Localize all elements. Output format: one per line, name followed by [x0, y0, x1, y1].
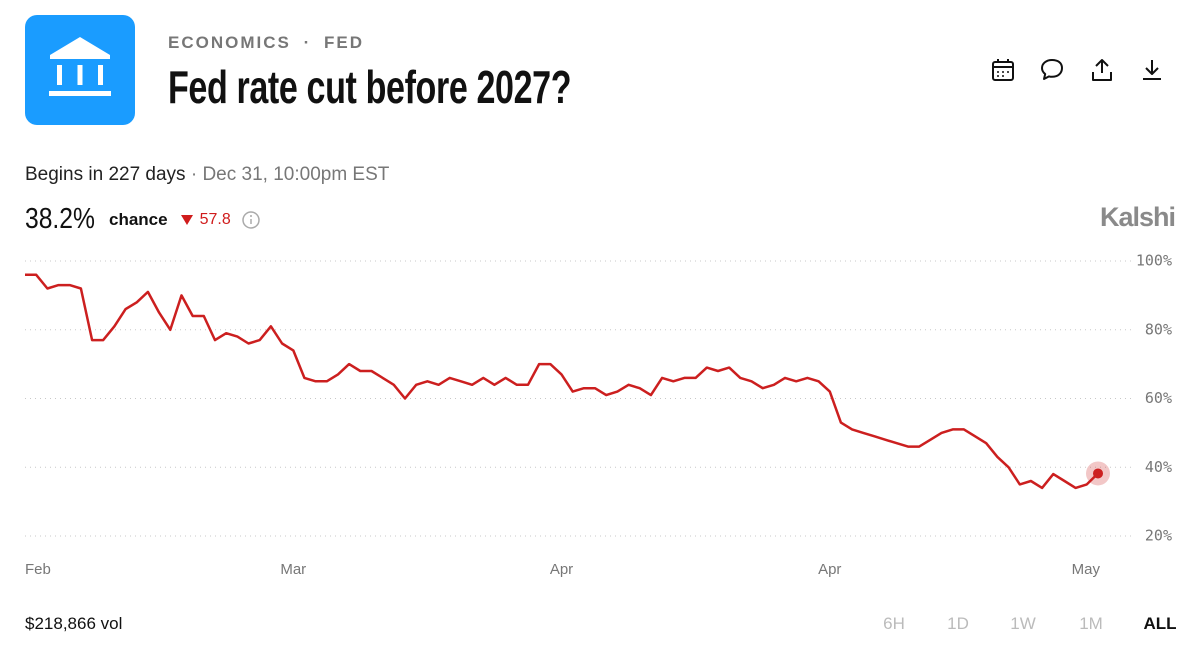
begins-text: Begins in 227 days: [25, 164, 186, 185]
range-button[interactable]: 6H: [883, 614, 905, 633]
range-button[interactable]: 1M: [1079, 614, 1103, 633]
comment-button[interactable]: [1040, 58, 1064, 82]
chart: 20% 40% 60% 80% 100% Feb Mar Apr Apr May: [25, 252, 1172, 578]
y-tick-label: 60%: [1145, 389, 1172, 407]
market-icon: [25, 15, 135, 125]
breadcrumb-item[interactable]: FED: [323, 33, 364, 52]
brand-logo: Kalshi: [1099, 202, 1176, 232]
price-row: 38.2% chance 57.8: [25, 203, 261, 236]
breadcrumb-item[interactable]: ECONOMICS: [168, 33, 291, 52]
current-point: [1093, 468, 1103, 479]
down-arrow: [180, 214, 193, 225]
x-tick-label: May: [1072, 561, 1101, 578]
calendar-button[interactable]: [991, 58, 1015, 82]
x-tick-label: Mar: [280, 561, 306, 578]
y-tick-label: 20%: [1145, 527, 1172, 545]
share-button[interactable]: [1090, 58, 1114, 82]
y-tick-label: 100%: [1136, 252, 1172, 270]
chance-value: 38.2%: [25, 203, 95, 235]
volume: $218,866 vol: [25, 614, 123, 633]
info-icon[interactable]: [241, 210, 261, 230]
chance-label: chance: [109, 209, 168, 229]
bank-glyph: [49, 37, 111, 96]
range-button[interactable]: 1W: [1010, 614, 1036, 633]
date-text: Dec 31, 10:00pm EST: [202, 164, 390, 185]
range-button[interactable]: ALL: [1143, 614, 1177, 633]
change-value: 57.8: [199, 210, 231, 228]
title: Fed rate cut before 2027?: [168, 61, 572, 113]
x-tick-label: Apr: [550, 561, 573, 578]
download-button[interactable]: [1140, 58, 1164, 82]
status-line: Begins in 227 days · Dec 31, 10:00pm EST: [25, 164, 389, 186]
y-tick-label: 40%: [1145, 458, 1172, 476]
price-line: [25, 273, 1099, 490]
x-tick-label: Apr: [818, 561, 841, 578]
range-button[interactable]: 1D: [947, 614, 969, 633]
x-tick-label: Feb: [25, 561, 51, 578]
separator: ·: [303, 33, 312, 52]
y-tick-label: 80%: [1145, 320, 1172, 338]
separator: ·: [190, 164, 198, 185]
breadcrumb: ECONOMICS · FED: [168, 33, 364, 53]
